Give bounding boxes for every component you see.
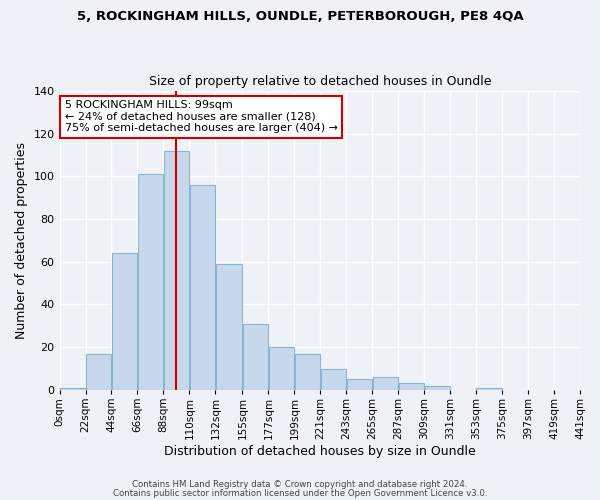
Bar <box>425 386 450 390</box>
Bar <box>243 324 268 390</box>
Bar <box>86 354 111 390</box>
Bar <box>164 151 189 390</box>
Bar <box>398 384 424 390</box>
Title: Size of property relative to detached houses in Oundle: Size of property relative to detached ho… <box>149 76 491 88</box>
Bar <box>320 368 346 390</box>
Bar <box>190 185 215 390</box>
Bar <box>476 388 502 390</box>
Text: 5 ROCKINGHAM HILLS: 99sqm
← 24% of detached houses are smaller (128)
75% of semi: 5 ROCKINGHAM HILLS: 99sqm ← 24% of detac… <box>65 100 338 133</box>
Bar <box>60 388 85 390</box>
Bar <box>112 254 137 390</box>
Bar <box>138 174 163 390</box>
Text: Contains HM Land Registry data © Crown copyright and database right 2024.: Contains HM Land Registry data © Crown c… <box>132 480 468 489</box>
Bar <box>373 377 398 390</box>
X-axis label: Distribution of detached houses by size in Oundle: Distribution of detached houses by size … <box>164 444 476 458</box>
Text: 5, ROCKINGHAM HILLS, OUNDLE, PETERBOROUGH, PE8 4QA: 5, ROCKINGHAM HILLS, OUNDLE, PETERBOROUG… <box>77 10 523 23</box>
Bar <box>295 354 320 390</box>
Text: Contains public sector information licensed under the Open Government Licence v3: Contains public sector information licen… <box>113 488 487 498</box>
Bar <box>215 264 242 390</box>
Bar <box>347 379 372 390</box>
Y-axis label: Number of detached properties: Number of detached properties <box>15 142 28 339</box>
Bar <box>269 347 294 390</box>
